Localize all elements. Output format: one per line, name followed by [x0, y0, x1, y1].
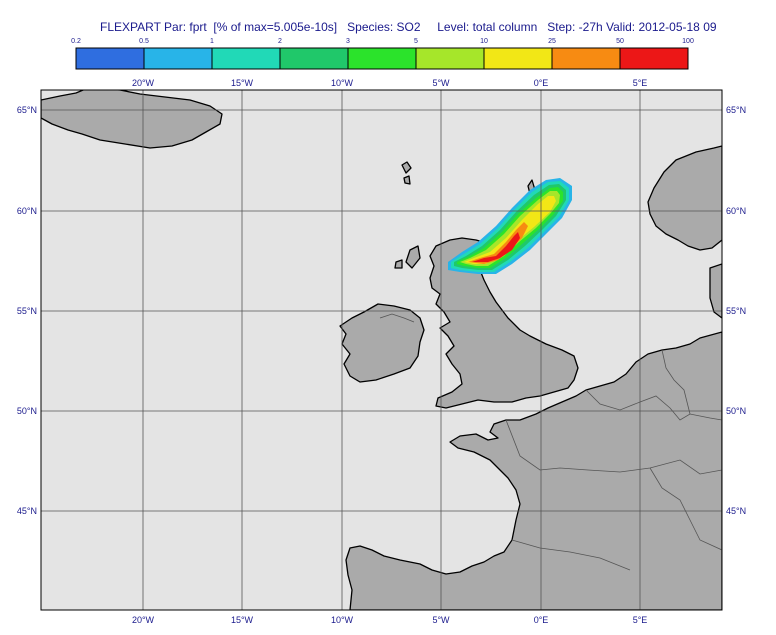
lon-label-top: 15°W	[231, 78, 254, 88]
lat-label-right: 55°N	[726, 306, 746, 316]
lon-label-top: 0°E	[534, 78, 549, 88]
colorbar-swatch	[143, 47, 213, 70]
hebrides-island	[394, 259, 403, 269]
colorbar-level-label: 0.2	[71, 38, 81, 45]
colorbar-level-label: 25	[548, 38, 556, 45]
lat-label-right: 45°N	[726, 506, 746, 516]
map-title: FLEXPART Par: fprt [% of max=5.005e-10s]…	[100, 20, 717, 34]
so2-plume	[448, 178, 572, 274]
plume-contour-10	[464, 196, 556, 264]
faroe-islands	[403, 175, 411, 185]
lat-label-right: 50°N	[726, 406, 746, 416]
colorbar	[75, 47, 689, 70]
colorbar-swatch	[279, 47, 349, 70]
border-line	[585, 389, 722, 421]
border-line	[379, 313, 415, 323]
colorbar-level-label: 1	[210, 38, 214, 45]
colorbar-swatch	[211, 47, 281, 70]
lon-label-bottom: 15°W	[231, 615, 254, 625]
ireland	[339, 303, 425, 383]
lon-label-bottom: 5°W	[432, 615, 450, 625]
outer-hebrides	[405, 245, 421, 269]
map-frame	[40, 89, 723, 611]
lat-label-left: 65°N	[17, 105, 37, 115]
lat-label-left: 55°N	[17, 306, 37, 316]
colorbar-swatch	[347, 47, 417, 70]
colorbar-level-label: 100	[682, 38, 694, 45]
border-line	[511, 539, 631, 571]
border-line	[649, 467, 722, 551]
plume-contour-50	[472, 232, 520, 262]
border-line	[505, 419, 722, 475]
colorbar-level-label: 2	[278, 38, 282, 45]
lon-label-bottom: 0°E	[534, 615, 549, 625]
colorbar-swatch	[483, 47, 553, 70]
continental-europe	[345, 331, 722, 610]
lat-label-right: 65°N	[726, 105, 746, 115]
colorbar-level-label: 5	[414, 38, 418, 45]
colorbar-level-label: 10	[480, 38, 488, 45]
lon-label-top: 5°E	[633, 78, 648, 88]
lat-label-right: 60°N	[726, 206, 746, 216]
lon-label-bottom: 10°W	[331, 615, 354, 625]
faroe-islands	[401, 161, 412, 174]
lon-label-top: 5°W	[432, 78, 450, 88]
scandinavia	[647, 145, 722, 251]
lat-label-left: 45°N	[17, 506, 37, 516]
border-line	[661, 349, 691, 415]
lon-label-bottom: 5°E	[633, 615, 648, 625]
colorbar-swatch	[75, 47, 145, 70]
colorbar-level-label: 50	[616, 38, 624, 45]
colorbar-swatch	[551, 47, 621, 70]
lon-label-top: 10°W	[331, 78, 354, 88]
colorbar-level-label: 0.5	[139, 38, 149, 45]
colorbar-level-label: 3	[346, 38, 350, 45]
lat-label-left: 50°N	[17, 406, 37, 416]
lon-label-top: 20°W	[132, 78, 155, 88]
graticule	[41, 90, 722, 610]
colorbar-swatch	[415, 47, 485, 70]
lon-label-bottom: 20°W	[132, 615, 155, 625]
denmark	[709, 263, 722, 319]
country-borders	[379, 313, 722, 571]
lat-label-left: 60°N	[17, 206, 37, 216]
iceland	[41, 90, 223, 149]
colorbar-swatch	[619, 47, 689, 70]
